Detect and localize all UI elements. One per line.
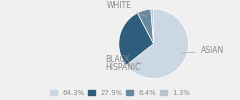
Legend: 64.3%, 27.9%, 6.4%, 1.3%: 64.3%, 27.9%, 6.4%, 1.3%: [49, 89, 191, 96]
Text: HISPANIC: HISPANIC: [106, 63, 147, 72]
Wedge shape: [151, 9, 154, 44]
Text: ASIAN: ASIAN: [181, 46, 224, 55]
Wedge shape: [138, 9, 154, 44]
Wedge shape: [119, 13, 154, 65]
Text: BLACK: BLACK: [106, 55, 142, 64]
Text: WHITE: WHITE: [107, 1, 147, 17]
Wedge shape: [126, 9, 188, 78]
